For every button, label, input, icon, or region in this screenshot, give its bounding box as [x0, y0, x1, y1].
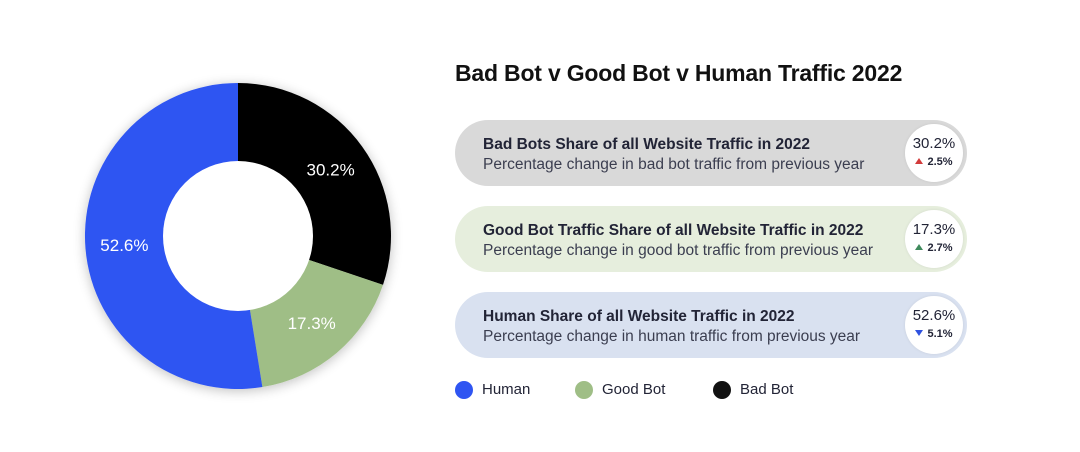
legend-dot: [713, 381, 731, 399]
arrow-up-icon: [915, 158, 924, 164]
donut-hole: [163, 161, 313, 311]
arrow-down-icon: [915, 330, 924, 336]
value-badge: 52.6% 5.1%: [905, 296, 963, 354]
legend-label: Human: [482, 381, 531, 398]
card-good-bot: Good Bot Traffic Share of all Website Tr…: [455, 206, 967, 272]
slice-label: 17.3%: [288, 314, 336, 333]
legend-label: Good Bot: [602, 381, 666, 398]
legend-dot: [455, 381, 473, 399]
slice-label: 30.2%: [306, 161, 354, 180]
share-value: 52.6%: [912, 307, 956, 324]
value-badge: 17.3% 2.7%: [905, 210, 963, 268]
legend-dot: [575, 381, 593, 399]
card-subtext: Percentage change in human traffic from …: [483, 328, 861, 345]
change-value: 2.5%: [905, 156, 963, 168]
donut-chart: 30.2% 17.3% 52.6%: [84, 82, 392, 389]
card-subtext: Percentage change in bad bot traffic fro…: [483, 156, 865, 173]
card-heading: Human Share of all Website Traffic in 20…: [483, 308, 795, 325]
change-value: 2.7%: [905, 242, 963, 254]
card-bad-bot: Bad Bots Share of all Website Traffic in…: [455, 120, 967, 186]
card-heading: Good Bot Traffic Share of all Website Tr…: [483, 222, 864, 239]
legend-label: Bad Bot: [740, 381, 794, 398]
arrow-up-icon: [915, 244, 924, 250]
card-human: Human Share of all Website Traffic in 20…: [455, 292, 967, 358]
change-value: 5.1%: [905, 328, 963, 340]
share-value: 30.2%: [912, 135, 956, 152]
value-badge: 30.2% 2.5%: [905, 124, 963, 182]
chart-title: Bad Bot v Good Bot v Human Traffic 2022: [455, 60, 903, 86]
share-value: 17.3%: [912, 221, 956, 238]
slice-label: 52.6%: [100, 236, 148, 255]
card-heading: Bad Bots Share of all Website Traffic in…: [483, 136, 811, 153]
card-subtext: Percentage change in good bot traffic fr…: [483, 242, 874, 259]
